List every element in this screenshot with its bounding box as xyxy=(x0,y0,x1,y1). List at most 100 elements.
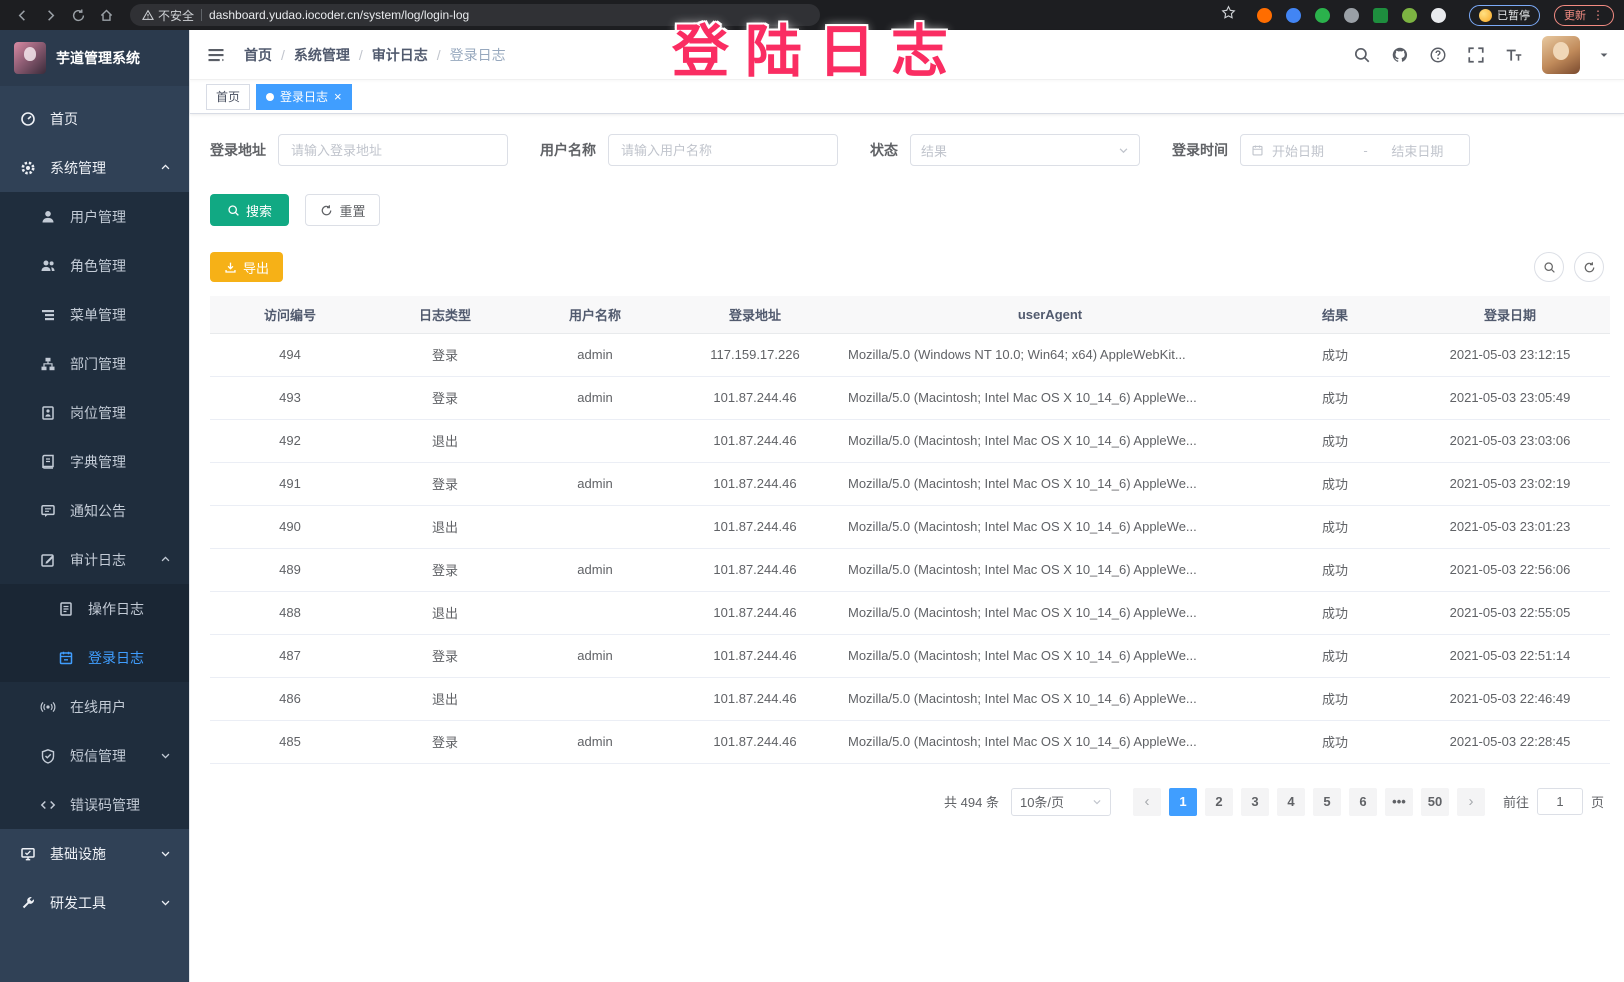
browser-update-button[interactable]: 更新 ⋮ xyxy=(1554,4,1614,26)
home-icon[interactable] xyxy=(94,4,118,26)
app-logo-row[interactable]: 芋道管理系统 xyxy=(0,30,189,86)
sidebar-item-logininfor[interactable]: 登录日志 xyxy=(0,633,189,682)
table-cell: 成功 xyxy=(1260,634,1410,678)
table-cell: 2021-05-03 22:51:14 xyxy=(1410,634,1610,678)
sidebar-item-dict[interactable]: 字典管理 xyxy=(0,437,189,486)
status-label: 状态 xyxy=(870,142,898,158)
username-input[interactable] xyxy=(608,134,838,166)
page-button[interactable]: 2 xyxy=(1204,787,1233,816)
sidebar-item-peoples[interactable]: 角色管理 xyxy=(0,241,189,290)
sidebar-item-message[interactable]: 通知公告 xyxy=(0,486,189,535)
extension-icon[interactable] xyxy=(1315,7,1330,23)
sidebar-item-code[interactable]: 错误码管理 xyxy=(0,780,189,829)
table-cell: Mozilla/5.0 (Windows NT 10.0; Win64; x64… xyxy=(840,333,1260,377)
extension-icon[interactable] xyxy=(1286,7,1301,23)
prev-page-button[interactable]: ‹ xyxy=(1132,787,1161,816)
table-cell: 成功 xyxy=(1260,333,1410,377)
reload-icon[interactable] xyxy=(66,4,90,26)
address-bar[interactable]: 不安全 dashboard.yudao.iocoder.cn/system/lo… xyxy=(130,4,820,26)
forward-icon[interactable] xyxy=(38,4,62,26)
breadcrumb-item[interactable]: 审计日志 xyxy=(371,46,428,63)
extension-icon[interactable] xyxy=(1344,7,1359,23)
table-cell: 成功 xyxy=(1260,462,1410,506)
page-button[interactable]: 4 xyxy=(1276,787,1305,816)
sidebar-item-tool[interactable]: 研发工具 xyxy=(0,878,189,927)
breadcrumb-item[interactable]: 系统管理 xyxy=(293,46,350,63)
refresh-table-button[interactable] xyxy=(1574,252,1604,282)
sidebar-item-monitor[interactable]: 基础设施 xyxy=(0,829,189,878)
table-cell: 2021-05-03 22:28:45 xyxy=(1410,720,1610,764)
monitor-icon xyxy=(20,846,36,862)
page-button[interactable]: 50 xyxy=(1420,787,1449,816)
extension-icon[interactable] xyxy=(1431,7,1446,23)
font-size-icon[interactable] xyxy=(1504,45,1524,65)
table-cell xyxy=(520,591,670,635)
status-select[interactable]: 结果 xyxy=(910,134,1140,166)
url-text: dashboard.yudao.iocoder.cn/system/log/lo… xyxy=(209,8,470,22)
paused-extension-badge[interactable]: 已暂停 xyxy=(1469,4,1540,26)
sidebar-item-dashboard[interactable]: 首页 xyxy=(0,94,189,143)
table-row: 491 登录 admin 101.87.244.46 Mozilla/5.0 (Maci… xyxy=(210,462,1610,506)
extension-icon[interactable] xyxy=(1257,7,1272,23)
user-icon xyxy=(40,209,56,225)
extension-icon[interactable] xyxy=(1402,7,1417,23)
page-button[interactable]: 5 xyxy=(1312,787,1341,816)
breadcrumb: 首页 / 系统管理 / 审计日志 / 登录日志 xyxy=(244,45,506,65)
sidebar-item-post[interactable]: 岗位管理 xyxy=(0,388,189,437)
login-address-input[interactable] xyxy=(278,134,508,166)
reset-button[interactable]: 重置 xyxy=(305,194,381,226)
search-button[interactable]: 搜索 xyxy=(210,194,290,226)
goto-page-input[interactable] xyxy=(1536,788,1583,815)
export-button[interactable]: 导出 xyxy=(210,252,284,282)
table-cell: 488 xyxy=(210,591,370,635)
help-icon[interactable] xyxy=(1428,45,1448,65)
user-avatar[interactable] xyxy=(1542,35,1580,74)
table-cell: Mozilla/5.0 (Macintosh; Intel Mac OS X 1… xyxy=(840,419,1260,463)
start-date-placeholder[interactable]: 开始日期 xyxy=(1272,143,1325,159)
next-page-button[interactable]: › xyxy=(1456,787,1485,816)
column-header: userAgent xyxy=(840,296,1260,334)
page-button[interactable]: 1 xyxy=(1168,787,1197,816)
bookmark-star-icon[interactable] xyxy=(1221,5,1236,25)
page-button[interactable]: 3 xyxy=(1240,787,1269,816)
sidebar-item-online[interactable]: 在线用户 xyxy=(0,682,189,731)
view-tag[interactable]: 首页 xyxy=(206,83,251,110)
hamburger-icon[interactable] xyxy=(206,44,228,66)
not-secure-warning[interactable]: 不安全 xyxy=(142,7,194,24)
table-cell: 成功 xyxy=(1260,591,1410,635)
view-tag[interactable]: 登录日志 × xyxy=(256,83,352,110)
table-row: 488 退出 101.87.244.46 Mozilla/5.0 (Macintosh… xyxy=(210,591,1610,635)
table-cell: 492 xyxy=(210,419,370,463)
emoji-face-icon xyxy=(1479,8,1492,22)
table-cell: 退出 xyxy=(370,591,520,635)
close-icon[interactable]: × xyxy=(334,89,342,104)
sidebar-item-tree-table[interactable]: 菜单管理 xyxy=(0,290,189,339)
sidebar-item-sms[interactable]: 短信管理 xyxy=(0,731,189,780)
date-range-picker[interactable]: 开始日期 - 结束日期 xyxy=(1240,134,1470,166)
table-cell: Mozilla/5.0 (Macintosh; Intel Mac OS X 1… xyxy=(840,634,1260,678)
page-size-select[interactable]: 10条/页 xyxy=(1010,787,1111,816)
table-row: 489 登录 admin 101.87.244.46 Mozilla/5.0 (Maci… xyxy=(210,548,1610,592)
more-pages-button[interactable]: ••• xyxy=(1384,787,1413,816)
breadcrumb-item: 登录日志 xyxy=(449,46,506,63)
menu-dots-icon[interactable]: ⋮ xyxy=(1592,8,1604,22)
breadcrumb-item[interactable]: 首页 xyxy=(244,46,272,63)
search-icon[interactable] xyxy=(1352,45,1372,65)
sidebar-item-form[interactable]: 操作日志 xyxy=(0,584,189,633)
fullscreen-icon[interactable] xyxy=(1466,45,1486,65)
page-button[interactable]: 6 xyxy=(1348,787,1377,816)
end-date-placeholder[interactable]: 结束日期 xyxy=(1391,143,1444,159)
sidebar-item-tree[interactable]: 部门管理 xyxy=(0,339,189,388)
toggle-search-button[interactable] xyxy=(1534,252,1564,282)
sidebar-item-log[interactable]: 审计日志 xyxy=(0,535,189,584)
sidebar-item-gear[interactable]: 系统管理 xyxy=(0,143,189,192)
table-body: 494 登录 admin 117.159.17.226 Mozilla/5.0 (Win… xyxy=(210,333,1610,764)
table-cell: 2021-05-03 22:55:05 xyxy=(1410,591,1610,635)
back-icon[interactable] xyxy=(10,4,34,26)
chevron-down-icon[interactable] xyxy=(1598,49,1610,61)
github-icon[interactable] xyxy=(1390,45,1410,65)
sms-icon xyxy=(40,748,56,764)
extension-icon[interactable] xyxy=(1373,7,1388,23)
sidebar-item-user[interactable]: 用户管理 xyxy=(0,192,189,241)
table-cell: 2021-05-03 22:46:49 xyxy=(1410,677,1610,721)
